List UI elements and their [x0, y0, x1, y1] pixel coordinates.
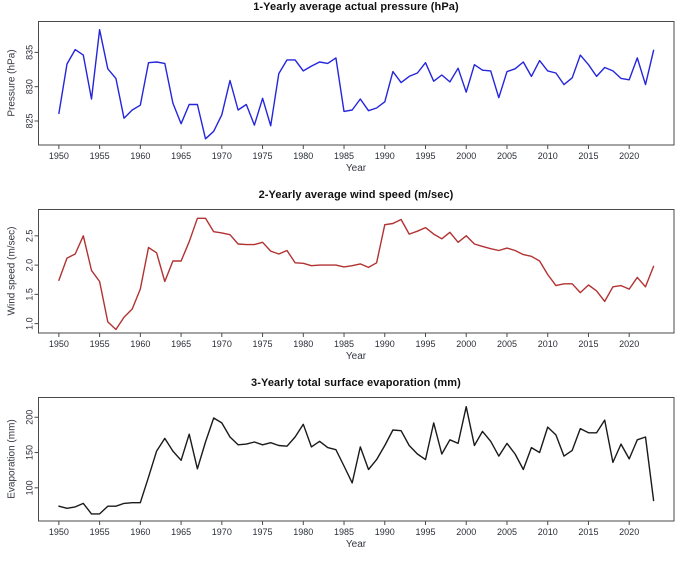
x-tick-label: 1975: [253, 527, 273, 537]
x-tick-label: 1985: [334, 151, 354, 161]
x-tick-label: 1980: [293, 527, 313, 537]
x-tick-label: 2005: [497, 527, 517, 537]
x-tick-label: 1975: [253, 339, 273, 349]
x-tick-label: 2010: [538, 527, 558, 537]
x-tick-label: 1970: [212, 151, 232, 161]
evaporation-chart-panel: 1950 1955 1960 1965 1970 1975 1980 1985 1990 1995…: [0, 376, 685, 565]
x-tick-label: 1955: [90, 527, 110, 537]
evaporation-chart: 1950 1955 1960 1965 1970 1975 1980 1985 1990 1995…: [25, 397, 675, 537]
x-tick-label: 2020: [619, 527, 639, 537]
pressure-chart-title: 1-Yearly average actual pressure (hPa): [253, 1, 459, 13]
x-tick-label: 1980: [293, 339, 313, 349]
x-tick-label: 1990: [375, 151, 395, 161]
evaporation-plot-box: [38, 397, 675, 522]
y-tick-label: 835: [25, 45, 35, 60]
x-tick-label: 1970: [212, 339, 232, 349]
y-tick-label: 150: [25, 445, 35, 460]
wind-speed-x-axis-label: Year: [345, 351, 367, 362]
x-tick-label: 1990: [375, 527, 395, 537]
y-tick-label: 1.5: [25, 288, 35, 301]
wind-speed-chart-panel: 1950 1955 1960 1965 1970 1975 1980 1985 1990 1995…: [0, 188, 685, 376]
evaporation-x-axis-label: Year: [345, 539, 367, 550]
x-tick-label: 1965: [171, 339, 191, 349]
x-tick-label: 2015: [578, 151, 598, 161]
pressure-x-axis-label: Year: [345, 163, 367, 174]
evaporation-chart-title: 3-Yearly total surface evaporation (mm): [251, 377, 461, 389]
x-tick-label: 1995: [415, 339, 435, 349]
x-tick-label: 2020: [619, 339, 639, 349]
wind-speed-chart-title: 2-Yearly average wind speed (m/sec): [258, 189, 454, 201]
x-tick-label: 2005: [497, 151, 517, 161]
y-tick-label: 830: [25, 79, 35, 94]
x-tick-label: 1975: [253, 151, 273, 161]
x-tick-label: 2020: [619, 151, 639, 161]
y-tick-label: 100: [25, 480, 35, 495]
pressure-plot-box: [38, 21, 675, 146]
x-tick-label: 1955: [90, 339, 110, 349]
x-tick-label: 2010: [538, 151, 558, 161]
wind-speed-line: [58, 217, 655, 331]
pressure-chart-panel: 1950 1955 1960 1965 1970 1975 1980 1985 1990 1995…: [0, 0, 685, 188]
x-tick-label: 1960: [130, 527, 150, 537]
x-tick-label: 1965: [171, 151, 191, 161]
x-tick-label: 2010: [538, 339, 558, 349]
x-tick-label: 1960: [130, 339, 150, 349]
x-tick-label: 1985: [334, 527, 354, 537]
y-tick-label: 1.0: [25, 317, 35, 330]
x-tick-label: 1985: [334, 339, 354, 349]
x-tick-label: 1970: [212, 527, 232, 537]
x-tick-label: 1965: [171, 527, 191, 537]
x-tick-label: 2015: [578, 339, 598, 349]
y-tick-label: 2.0: [25, 259, 35, 272]
x-tick-label: 2015: [578, 527, 598, 537]
x-tick-label: 1950: [49, 339, 69, 349]
x-tick-label: 1995: [415, 151, 435, 161]
y-tick-label: 825: [25, 113, 35, 128]
evaporation-line: [58, 406, 655, 515]
x-tick-label: 2005: [497, 339, 517, 349]
pressure-chart: 1950 1955 1960 1965 1970 1975 1980 1985 1990 1995…: [25, 21, 675, 161]
x-tick-label: 1995: [415, 527, 435, 537]
x-tick-label: 1950: [49, 527, 69, 537]
y-tick-label: 200: [25, 410, 35, 425]
x-tick-label: 1950: [49, 151, 69, 161]
x-tick-label: 2000: [456, 151, 476, 161]
x-tick-label: 1960: [130, 151, 150, 161]
x-tick-label: 1980: [293, 151, 313, 161]
wind-speed-plot-box: [38, 209, 675, 334]
evaporation-y-axis-label: Evaporation (mm): [6, 419, 18, 499]
pressure-line: [58, 29, 655, 140]
y-tick-label: 2.5: [25, 230, 35, 243]
x-tick-label: 2000: [456, 527, 476, 537]
x-tick-label: 1955: [90, 151, 110, 161]
wind-speed-y-axis-label: Wind speed (m/sec): [6, 226, 18, 316]
wind-speed-chart: 1950 1955 1960 1965 1970 1975 1980 1985 1990 1995…: [25, 209, 675, 349]
pressure-y-axis-label: Pressure (hPa): [6, 49, 18, 117]
x-tick-label: 1990: [375, 339, 395, 349]
x-tick-label: 2000: [456, 339, 476, 349]
